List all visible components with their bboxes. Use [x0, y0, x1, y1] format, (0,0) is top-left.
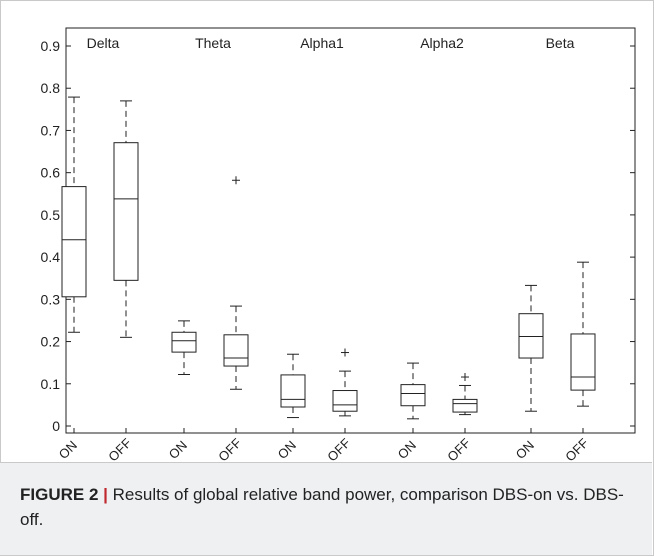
x-tick-label: ON [395, 438, 419, 462]
caption-separator: | [103, 485, 108, 504]
box [332, 390, 358, 412]
y-tick-label: 0.4 [41, 249, 61, 265]
box [223, 334, 249, 367]
y-tick-label: 0.5 [41, 207, 61, 223]
group-label: Alpha1 [300, 35, 344, 51]
x-tick-label: ON [166, 438, 190, 462]
x-tick-label: ON [275, 438, 299, 462]
plot-frame [65, 27, 636, 434]
caption-box [0, 462, 652, 555]
x-tick-label: OFF [215, 435, 244, 462]
box [400, 384, 426, 407]
y-tick-label: 0.8 [41, 80, 61, 96]
box [61, 186, 87, 298]
caption-label: FIGURE 2 [20, 485, 99, 504]
group-label: Beta [546, 35, 575, 51]
y-tick-label: 0.1 [41, 376, 61, 392]
x-tick-label: ON [513, 438, 537, 462]
box-plot-chart: 0 0.1 0.2 0.3 0.4 0.5 0.6 0.7 0.8 0.9 Delta ON OFF Th… [41, 27, 636, 462]
x-tick-label: OFF [562, 435, 591, 462]
y-tick-label: 0.3 [41, 291, 61, 307]
x-tick-label: OFF [444, 435, 473, 462]
group-label: Delta [87, 35, 120, 51]
x-tick-label: OFF [105, 435, 134, 462]
x-tick-label: ON [56, 438, 80, 462]
y-tick-label: 0.9 [41, 38, 61, 54]
box [171, 331, 197, 353]
figure-caption: FIGURE 2 | Results of global relative ba… [20, 482, 630, 532]
box [452, 398, 478, 413]
group-label: Alpha2 [420, 35, 464, 51]
y-tick-label: 0 [52, 418, 60, 434]
box [113, 142, 139, 281]
box [280, 374, 306, 408]
x-tick-label: OFF [324, 435, 353, 462]
group-label: Theta [195, 35, 231, 51]
box [518, 313, 544, 359]
y-tick-label: 0.6 [41, 165, 61, 181]
y-tick-label: 0.2 [41, 334, 61, 350]
caption-text: Results of global relative band power, c… [20, 485, 624, 529]
box [570, 333, 596, 391]
y-tick-label: 0.7 [41, 122, 61, 138]
